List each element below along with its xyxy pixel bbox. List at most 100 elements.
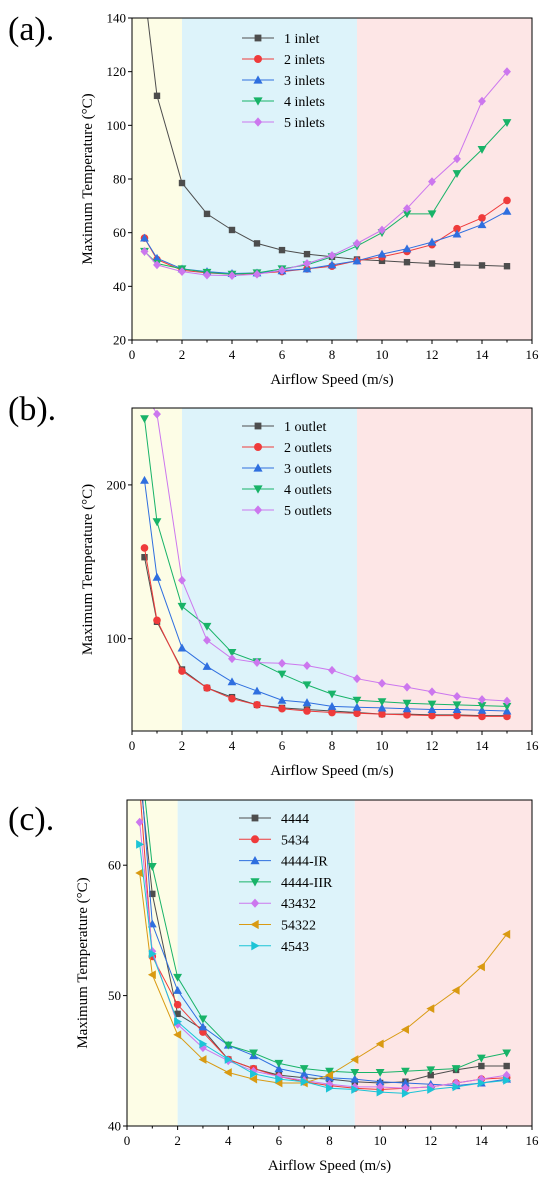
x-tick-label: 2 [179, 347, 186, 362]
data-point [426, 1004, 435, 1014]
data-point [428, 687, 436, 697]
data-point [451, 985, 460, 995]
data-point [178, 575, 186, 585]
speed-region [127, 800, 178, 1126]
data-point [378, 710, 386, 718]
data-point [353, 674, 361, 684]
x-tick-label: 8 [329, 347, 336, 362]
speed-region [357, 408, 532, 731]
y-tick-label: 20 [113, 333, 126, 348]
x-tick-label: 4 [229, 347, 236, 362]
x-tick-label: 8 [329, 738, 336, 753]
data-point [299, 1065, 309, 1074]
data-point [153, 92, 161, 100]
data-point [378, 225, 386, 235]
data-point [350, 1055, 359, 1064]
x-tick-label: 0 [129, 738, 136, 753]
data-point [275, 1074, 284, 1084]
data-point [403, 204, 411, 213]
data-point [426, 1082, 435, 1092]
data-point [327, 701, 337, 710]
series-line [139, 822, 507, 1089]
data-point [303, 661, 311, 671]
x-axis-title: Airflow Speed (m/s) [270, 763, 393, 779]
data-point [427, 1085, 436, 1094]
y-tick-label: 140 [107, 11, 127, 26]
data-point [198, 1022, 208, 1031]
x-tick-label: 12 [426, 347, 439, 362]
data-point [148, 949, 157, 959]
data-point [173, 973, 183, 982]
data-point [227, 677, 237, 686]
data-point [140, 544, 149, 552]
data-point [325, 1083, 334, 1093]
y-axis-title: Maximum Temperature (°C) [80, 93, 96, 264]
x-tick-label: 10 [374, 1133, 387, 1148]
series-line [144, 547, 507, 717]
legend-label: 4543 [281, 940, 309, 955]
data-point [278, 246, 286, 254]
x-tick-label: 4 [229, 738, 236, 753]
data-point [203, 684, 211, 692]
data-point [177, 602, 187, 611]
data-point [202, 622, 212, 631]
x-axis-title: Airflow Speed (m/s) [270, 372, 393, 388]
data-point [478, 96, 486, 106]
x-tick-label: 14 [475, 1133, 489, 1148]
legend-marker [250, 878, 260, 887]
data-point [452, 229, 462, 238]
legend-marker [253, 97, 263, 106]
data-point [149, 890, 156, 898]
legend: 1 outlet 2 outlets 3 outlets 4 outlets 5 out… [242, 420, 332, 519]
x-tick-label: 0 [129, 347, 136, 362]
data-point [503, 196, 511, 205]
data-point [203, 635, 211, 645]
data-point [426, 1066, 436, 1075]
data-point [178, 267, 186, 276]
series-line [144, 200, 508, 275]
legend-label: 5 outlets [284, 504, 332, 519]
data-point [402, 244, 412, 253]
data-point [401, 1083, 410, 1093]
speed-region [132, 408, 182, 731]
legend-label: 3 outlets [284, 462, 332, 477]
data-point [453, 224, 461, 233]
data-point [278, 265, 286, 275]
x-tick-label: 6 [276, 1133, 283, 1148]
legend-marker [251, 835, 259, 844]
y-tick-label: 100 [107, 118, 127, 133]
legend-label: 3 inlets [284, 74, 325, 89]
data-point [453, 261, 461, 269]
data-point [427, 210, 437, 219]
series-line [141, 800, 507, 1084]
data-point [427, 1071, 434, 1079]
data-point [502, 702, 512, 711]
data-point [153, 409, 161, 419]
legend: 1 inlet 2 inlets 3 inlets 4 inlets 5 inlets [242, 32, 325, 131]
x-tick-label: 2 [174, 1133, 181, 1148]
data-point [375, 1077, 385, 1086]
data-point [377, 249, 387, 258]
data-point [152, 518, 162, 527]
panel-label: (c). [8, 801, 54, 838]
data-point [141, 388, 149, 397]
data-point [476, 962, 485, 972]
data-point [136, 839, 145, 849]
data-point [253, 701, 261, 709]
data-point [325, 1067, 334, 1076]
data-point [135, 817, 144, 827]
data-point [203, 270, 211, 280]
data-point [401, 1089, 410, 1098]
data-point [274, 1078, 283, 1088]
data-point [352, 256, 362, 265]
data-point [173, 985, 183, 994]
data-point [403, 711, 411, 719]
data-point [152, 572, 162, 581]
data-point [478, 1062, 485, 1070]
data-point [376, 1082, 385, 1092]
data-point [503, 1062, 510, 1070]
data-point [274, 1059, 284, 1068]
data-point [252, 686, 262, 695]
y-tick-label: 50 [108, 988, 121, 1003]
